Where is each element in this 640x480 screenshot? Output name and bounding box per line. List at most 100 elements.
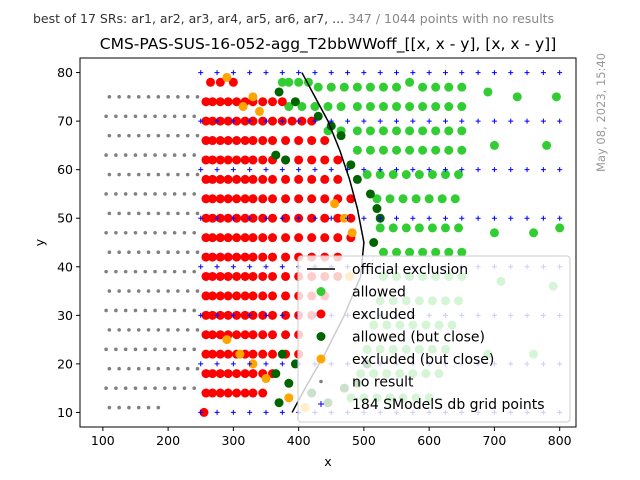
- excluded-point: [223, 213, 233, 223]
- excluded-point: [207, 388, 217, 398]
- no-result-point: [146, 211, 151, 216]
- no-result-point: [114, 269, 118, 274]
- excluded-point: [294, 233, 304, 243]
- excluded-point: [215, 252, 225, 262]
- no-result-point: [107, 133, 112, 138]
- grid-point: [279, 361, 285, 367]
- grid-point: [198, 167, 204, 173]
- excluded-point: [201, 174, 211, 184]
- grid-point: [557, 70, 563, 76]
- grid-point: [263, 167, 269, 173]
- no-result-point: [114, 114, 118, 119]
- no-result-point: [127, 95, 131, 99]
- excluded-point: [281, 136, 291, 146]
- allowed-point: [378, 82, 388, 92]
- no-result-point: [153, 386, 157, 390]
- excluded-point: [346, 194, 356, 204]
- excluded-point: [215, 77, 225, 87]
- no-result-point: [195, 211, 200, 216]
- no-result-point: [143, 230, 148, 235]
- chart-title: CMS-PAS-SUS-16-052-agg_T2bbWWoff_[[x, x …: [99, 35, 557, 53]
- excluded-point: [232, 116, 242, 126]
- allowed-point: [365, 126, 375, 136]
- no-result-point: [114, 153, 118, 157]
- excluded-point: [248, 174, 258, 184]
- allowed-point: [512, 92, 522, 102]
- grid-point: [426, 118, 432, 124]
- legend-label-excluded: excluded: [352, 307, 415, 323]
- allowed-point: [294, 77, 304, 87]
- grid-point: [377, 70, 383, 76]
- grid-point: [279, 70, 285, 76]
- allowed-point: [427, 170, 437, 180]
- excluded-point: [281, 330, 291, 340]
- no-result-point: [182, 153, 187, 157]
- no-result-point: [156, 172, 161, 177]
- no-result-point: [172, 308, 177, 313]
- grid-point: [345, 118, 351, 124]
- excluded-point: [258, 330, 268, 340]
- excluded-point: [258, 174, 268, 184]
- excluded-point: [232, 155, 242, 165]
- x-tick-label: 500: [352, 433, 376, 448]
- grid-point: [540, 118, 546, 124]
- excluded-point: [207, 271, 217, 281]
- excluded-point: [258, 155, 268, 165]
- no-result-point: [166, 366, 170, 371]
- no-result-point: [163, 269, 167, 274]
- grid-point: [247, 409, 253, 415]
- allowed-close-point: [290, 97, 300, 107]
- grid-point: [508, 118, 514, 124]
- y-tick-label: 10: [57, 405, 73, 420]
- excluded-point: [232, 271, 242, 281]
- no-result-point: [166, 328, 170, 332]
- no-result-point: [114, 308, 118, 313]
- allowed-point: [457, 247, 467, 257]
- excluded-point: [215, 271, 225, 281]
- grid-point: [557, 215, 563, 221]
- allowed-point: [378, 102, 388, 112]
- no-result-point: [107, 172, 112, 177]
- allowed-close-point: [271, 150, 281, 160]
- grid-point: [230, 361, 236, 367]
- excluded-point: [307, 116, 317, 126]
- allowed-point: [375, 170, 385, 180]
- allowed-point: [352, 145, 362, 155]
- legend-label-grid-points: 184 SModelS db grid points: [352, 397, 545, 413]
- no-result-point: [153, 153, 157, 157]
- allowed-point: [444, 102, 454, 112]
- excluded-point: [240, 233, 250, 243]
- no-result-point: [117, 366, 121, 371]
- excluded-point: [201, 233, 211, 243]
- no-result-point: [146, 328, 151, 332]
- grid-point: [230, 409, 236, 415]
- grid-point: [214, 167, 220, 173]
- no-result-point: [195, 366, 200, 371]
- excluded-point: [346, 213, 356, 223]
- no-result-point: [123, 269, 128, 274]
- grid-point: [198, 118, 204, 124]
- grid-point: [214, 70, 220, 76]
- grid-point: [459, 215, 465, 221]
- allowed-point: [352, 102, 362, 112]
- legend-swatch-allowed: [316, 287, 326, 296]
- excluded-point: [199, 407, 209, 417]
- excluded-point: [320, 233, 330, 243]
- grid-point: [198, 312, 204, 318]
- excluded-point: [201, 213, 211, 223]
- grid-point: [459, 118, 465, 124]
- excluded-point: [268, 97, 278, 107]
- no-result-point: [136, 328, 141, 332]
- grid-point: [214, 409, 220, 415]
- no-result-point: [172, 153, 177, 157]
- no-result-point: [172, 230, 177, 235]
- no-result-point: [104, 230, 108, 235]
- excluded-point: [268, 233, 278, 243]
- no-result-point: [146, 366, 151, 371]
- grid-point: [263, 312, 269, 318]
- excluded-point: [320, 174, 330, 184]
- allowed-close-point: [352, 174, 362, 184]
- no-result-point: [104, 153, 108, 157]
- excluded-point: [320, 155, 330, 165]
- no-result-point: [127, 328, 131, 332]
